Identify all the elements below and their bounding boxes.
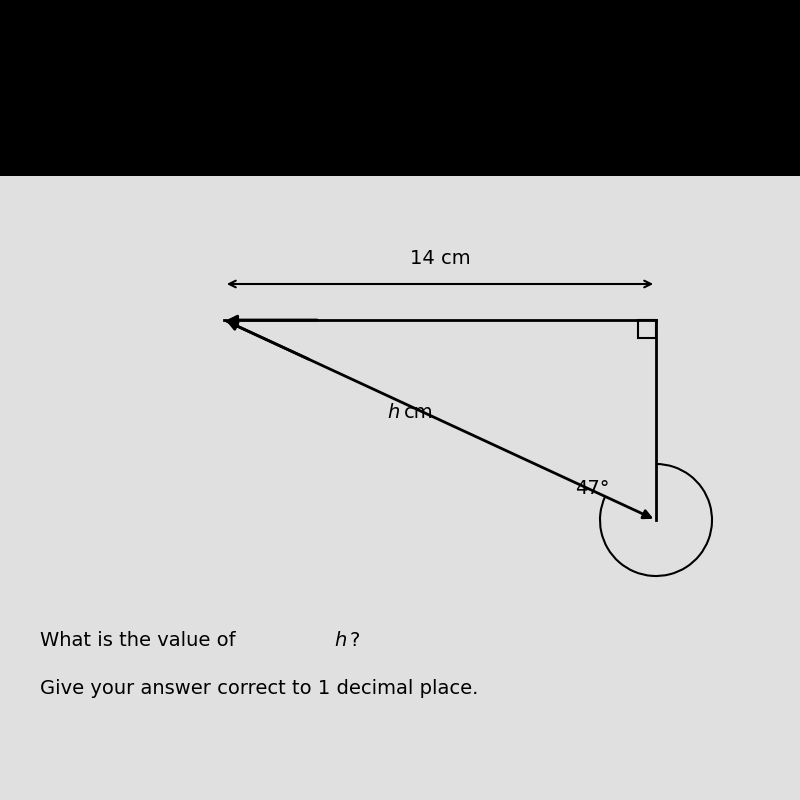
Bar <box>0 176 800 800</box>
Text: What is the value of: What is the value of <box>40 630 242 650</box>
Text: h: h <box>388 402 400 422</box>
Text: Give your answer correct to 1 decimal place.: Give your answer correct to 1 decimal pl… <box>40 678 478 698</box>
Bar <box>0 0 800 176</box>
Text: cm: cm <box>404 402 434 422</box>
Text: The diagram shows a right-angled triangle.: The diagram shows a right-angled triangl… <box>24 86 506 106</box>
Text: ?: ? <box>350 630 360 650</box>
Bar <box>638 320 656 338</box>
Text: 14 cm: 14 cm <box>410 249 470 268</box>
Text: h: h <box>334 630 346 650</box>
Text: 47°: 47° <box>574 478 610 498</box>
